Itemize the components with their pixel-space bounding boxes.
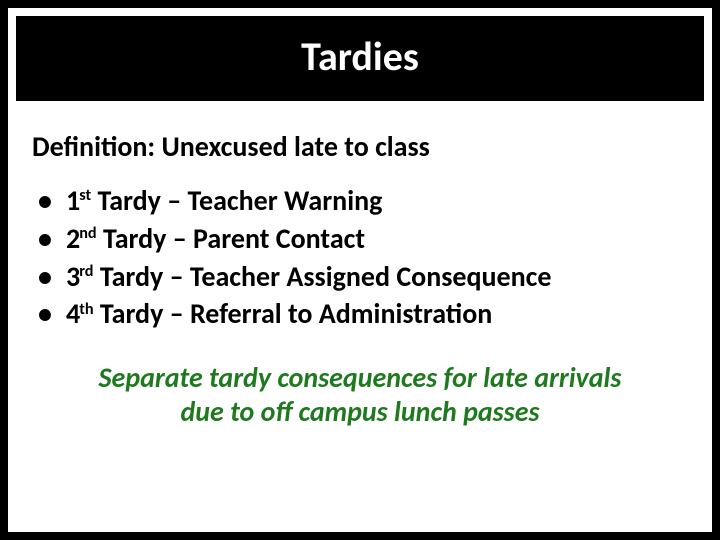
definition-line: Definition: Unexcused late to class: [8, 101, 712, 182]
list-item: 1st Tardy – Teacher Warning: [32, 182, 688, 220]
slide: Tardies Definition: Unexcused late to cl…: [8, 8, 712, 532]
bullet-text: Tardy – Referral to Administration: [94, 296, 493, 331]
bullet-text: Tardy – Teacher Warning: [91, 183, 382, 218]
bullet-text: Tardy – Parent Contact: [97, 221, 365, 256]
footnote: Separate tardy consequences for late arr…: [8, 333, 712, 428]
ordinal-suffix: th: [79, 300, 93, 319]
ordinal-suffix: nd: [79, 224, 96, 243]
bullet-text: Tardy – Teacher Assigned Consequence: [94, 259, 552, 294]
list-item: 3rd Tardy – Teacher Assigned Consequence: [32, 258, 688, 296]
title-bar: Tardies: [16, 16, 704, 101]
slide-title: Tardies: [16, 32, 704, 81]
ordinal-suffix: st: [79, 186, 91, 205]
list-item: 4th Tardy – Referral to Administration: [32, 295, 688, 333]
list-item: 2nd Tardy – Parent Contact: [32, 220, 688, 258]
footnote-line: due to off campus lunch passes: [181, 394, 540, 429]
ordinal-suffix: rd: [79, 262, 93, 281]
bullet-list: 1st Tardy – Teacher Warning 2nd Tardy – …: [8, 182, 712, 333]
footnote-line: Separate tardy consequences for late arr…: [99, 360, 622, 395]
